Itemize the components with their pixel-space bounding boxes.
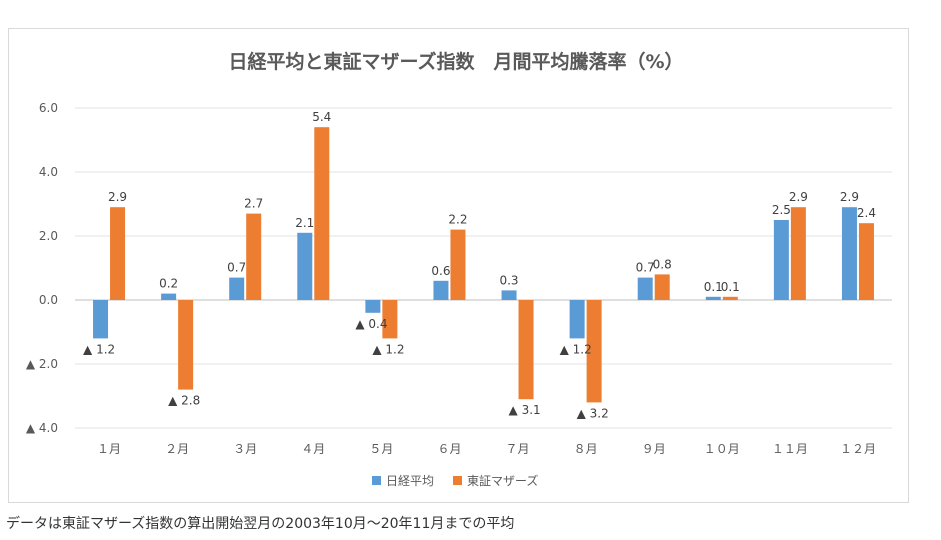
caption: データは東証マザーズ指数の算出開始翌月の2003年10月〜20年11月までの平均 [6, 516, 515, 532]
bar-mothers [722, 296, 738, 300]
data-label-mothers: 2.9 [789, 190, 808, 204]
data-label-nikkei: 0.6 [431, 264, 450, 278]
x-tick-label: １１月 [772, 442, 808, 456]
x-tick-label: ７月 [506, 442, 530, 456]
data-label-nikkei: ▲ 1.2 [83, 342, 115, 356]
data-label-nikkei: ▲ 0.4 [355, 317, 387, 331]
y-tick-label: 0.0 [39, 293, 58, 307]
x-tick-label: １２月 [840, 442, 876, 456]
x-tick-label: ２月 [165, 442, 189, 456]
bar-nikkei [841, 207, 857, 300]
x-tick-label: ８月 [574, 442, 598, 456]
bar-mothers [450, 229, 466, 300]
bar-nikkei [501, 290, 517, 300]
bar-mothers [586, 300, 602, 403]
y-tick-label: ▲ 2.0 [26, 357, 58, 371]
data-label-mothers: ▲ 1.2 [372, 342, 404, 356]
bar-nikkei [433, 280, 449, 300]
bar-mothers [382, 300, 398, 339]
bar-nikkei [637, 277, 653, 300]
y-tick-label: 4.0 [39, 165, 58, 179]
x-tick-label: ９月 [642, 442, 666, 456]
data-label-nikkei: 2.9 [840, 190, 859, 204]
data-label-mothers: 2.2 [448, 213, 467, 227]
data-label-mothers: ▲ 3.2 [577, 406, 609, 420]
y-tick-label: ▲ 4.0 [26, 421, 58, 435]
x-tick-label: １月 [97, 442, 121, 456]
data-label-mothers: 0.8 [653, 257, 672, 271]
gridlines [75, 107, 892, 429]
bar-mothers [654, 274, 670, 300]
bar-nikkei [705, 296, 721, 300]
x-tick-label: ６月 [437, 442, 461, 456]
legend-swatch-mothers [453, 476, 462, 485]
bars [93, 127, 874, 403]
data-label-mothers: ▲ 2.8 [168, 394, 200, 408]
bar-nikkei [297, 232, 313, 300]
chart-title: 日経平均と東証マザーズ指数 月間平均騰落率（%） [228, 50, 683, 73]
bar-mothers [314, 127, 330, 300]
bar-nikkei [93, 300, 109, 339]
data-label-nikkei: ▲ 1.2 [560, 342, 592, 356]
bar-mothers [178, 300, 194, 390]
bar-mothers [110, 207, 126, 300]
x-tick-label: ５月 [369, 442, 393, 456]
data-label-mothers: 2.4 [857, 206, 876, 220]
legend: 日経平均 東証マザーズ [372, 473, 538, 488]
data-label-mothers: 2.9 [108, 190, 127, 204]
data-label-mothers: 5.4 [312, 110, 331, 124]
data-label-nikkei: 2.5 [772, 203, 791, 217]
y-tick-label: 2.0 [39, 229, 58, 243]
bar-nikkei [773, 220, 789, 300]
x-tick-label: ３月 [233, 442, 257, 456]
data-label-nikkei: 0.3 [499, 273, 518, 287]
data-label-nikkei: 0.2 [159, 277, 178, 291]
data-label-nikkei: 0.7 [227, 261, 246, 275]
bar-nikkei [365, 300, 381, 313]
y-axis-ticks: 6.0 4.0 2.0 0.0 ▲ 2.0 ▲ 4.0 [26, 101, 58, 435]
x-tick-label: １０月 [704, 442, 740, 456]
legend-swatch-nikkei [372, 476, 381, 485]
data-label-nikkei: 0.1 [704, 280, 723, 294]
data-label-mothers: ▲ 3.1 [509, 403, 541, 417]
data-labels: ▲ 1.2 2.9 0.2 ▲ 2.8 0.7 2.7 2.1 5.4 ▲ 0.4 ▲ 1.2 0.… [83, 110, 876, 420]
data-label-mothers: 2.7 [244, 197, 263, 211]
x-axis-ticks: １月 ２月 ３月 ４月 ５月 ６月 ７月 ８月 ９月 １０月 １１月 １２月 [97, 442, 876, 456]
bar-nikkei [161, 293, 177, 300]
x-tick-label: ４月 [301, 442, 325, 456]
data-label-mothers: 0.1 [721, 280, 740, 294]
legend-label-nikkei: 日経平均 [386, 474, 434, 488]
bar-nikkei [569, 300, 585, 339]
data-label-nikkei: 0.7 [636, 261, 655, 275]
bar-nikkei [229, 277, 245, 300]
bar-mothers [246, 213, 262, 300]
y-tick-label: 6.0 [39, 101, 58, 115]
bar-mothers [518, 300, 534, 400]
bar-mothers [790, 207, 806, 300]
bar-mothers [858, 223, 874, 300]
legend-label-mothers: 東証マザーズ [467, 473, 538, 488]
data-label-nikkei: 2.1 [295, 216, 314, 230]
